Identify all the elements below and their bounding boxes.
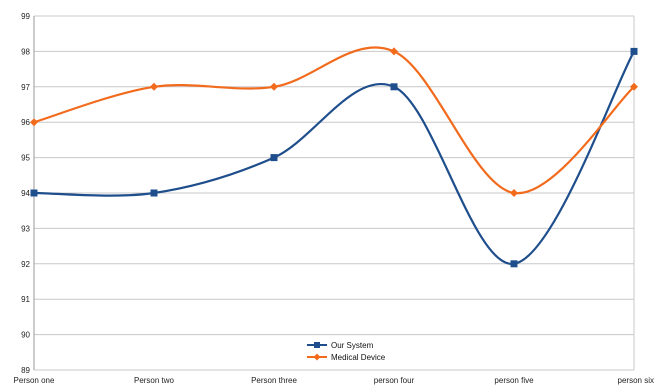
data-point-medical-device <box>270 82 278 91</box>
legend-label-our-system: Our System <box>331 341 374 350</box>
y-tick-label: 98 <box>21 47 30 56</box>
x-axis-ticks: Person one Person two Person three person f… <box>14 376 654 385</box>
data-point-medical-device <box>150 82 158 91</box>
y-tick-label: 99 <box>21 12 30 21</box>
x-tick-label: Person two <box>134 376 175 385</box>
data-point-medical-device <box>390 47 398 56</box>
data-point-our-system <box>30 189 38 197</box>
y-tick-label: 97 <box>21 83 30 92</box>
data-point-medical-device <box>30 118 38 127</box>
data-point-our-system <box>390 83 398 91</box>
y-tick-label: 90 <box>21 331 30 340</box>
x-tick-label: Person one <box>14 376 55 385</box>
data-point-our-system <box>630 47 638 55</box>
gridlines <box>33 15 635 371</box>
y-tick-label: 95 <box>21 154 30 163</box>
legend-item-medical-device: Medical Device <box>307 353 386 362</box>
y-tick-label: 96 <box>21 118 30 127</box>
y-tick-label: 91 <box>21 295 30 304</box>
y-axis-ticks: 89 90 91 92 93 94 95 96 97 98 99 <box>21 12 30 375</box>
series-line-medical-device <box>32 46 636 195</box>
series-lines <box>30 46 638 268</box>
y-tick-label: 92 <box>21 260 30 269</box>
x-tick-label: person four <box>374 376 415 385</box>
legend: Our System Medical Device <box>307 341 386 362</box>
legend-item-our-system: Our System <box>307 341 374 350</box>
data-point-our-system <box>270 154 278 162</box>
legend-label-medical-device: Medical Device <box>331 353 386 362</box>
data-point-medical-device <box>630 82 638 91</box>
y-tick-label: 94 <box>21 189 30 198</box>
y-tick-label: 89 <box>21 366 30 375</box>
data-point-our-system <box>150 189 158 197</box>
data-point-our-system <box>510 260 518 268</box>
data-point-medical-device <box>510 189 518 197</box>
y-tick-label: 93 <box>21 224 30 233</box>
x-tick-label: person five <box>494 376 534 385</box>
x-tick-label: Person three <box>251 376 297 385</box>
x-tick-label: person six <box>618 376 654 385</box>
